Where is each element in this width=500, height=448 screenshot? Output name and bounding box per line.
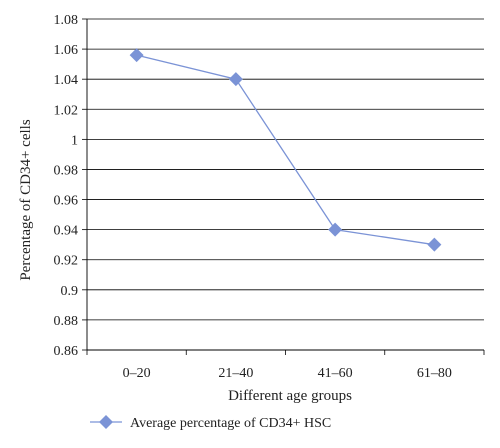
legend-label: Average percentage of CD34+ HSC [130,416,331,431]
y-tick-label: 0.98 [54,163,79,178]
data-point [427,237,442,252]
x-axis-ticks: 0–20 21–40 41–60 61–80 [86,350,485,381]
y-tick-label: 0.9 [61,284,79,299]
y-tick-label: 1 [71,133,78,148]
y-tick-label: 1.02 [54,103,79,118]
data-point [228,72,243,87]
x-axis-label: Different age groups [228,388,352,404]
legend: Average percentage of CD34+ HSC [90,415,331,431]
y-tick-label: 1.08 [54,13,79,28]
series-line [136,54,435,246]
x-tick-label: 0–20 [123,366,151,381]
series-group [129,48,442,252]
y-tick-label: 0.88 [54,314,79,329]
y-tick-label: 0.86 [54,344,79,359]
x-tick-label: 61–80 [417,366,452,381]
data-point [328,222,343,237]
y-tick-label: 0.92 [54,254,79,269]
y-axis-ticks: 0.86 0.88 0.9 0.92 0.94 0.96 0.98 1 1.02 1.04 1.06… [54,13,87,359]
y-tick-label: 1.06 [54,43,79,58]
grid-lines [86,18,484,351]
y-tick-label: 0.96 [54,194,79,209]
legend-marker [99,415,113,429]
x-tick-label: 21–40 [218,366,253,381]
y-axis-label: Percentage of CD34+ cells [18,119,34,280]
x-tick-label: 41–60 [318,366,353,381]
y-tick-label: 0.94 [54,224,79,239]
data-point [129,48,144,63]
y-tick-label: 1.04 [54,73,79,88]
